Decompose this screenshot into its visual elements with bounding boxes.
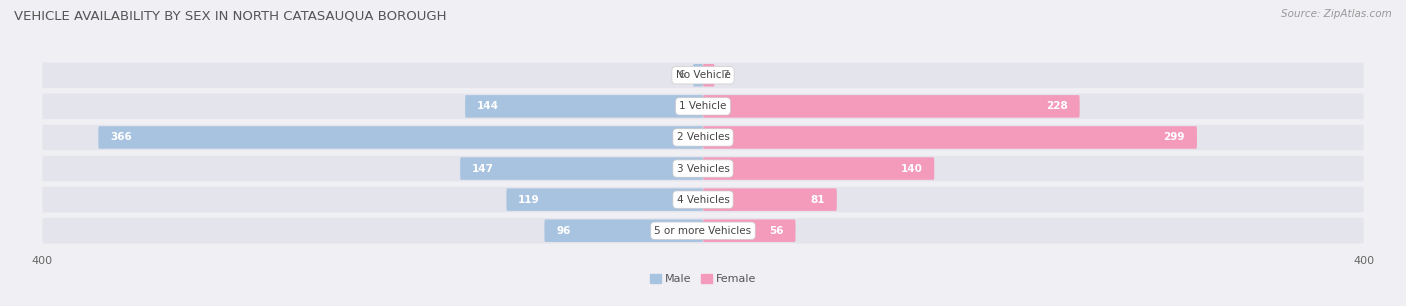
- FancyBboxPatch shape: [98, 126, 703, 149]
- FancyBboxPatch shape: [506, 188, 703, 211]
- Text: 144: 144: [477, 101, 499, 111]
- Text: 7: 7: [723, 70, 730, 80]
- Text: 119: 119: [519, 195, 540, 205]
- Text: 6: 6: [679, 70, 685, 80]
- Text: 2 Vehicles: 2 Vehicles: [676, 132, 730, 143]
- FancyBboxPatch shape: [465, 95, 703, 118]
- Text: 81: 81: [810, 195, 825, 205]
- Text: 1 Vehicle: 1 Vehicle: [679, 101, 727, 111]
- FancyBboxPatch shape: [703, 126, 1197, 149]
- FancyBboxPatch shape: [42, 62, 1364, 88]
- FancyBboxPatch shape: [42, 156, 1364, 181]
- Text: 3 Vehicles: 3 Vehicles: [676, 163, 730, 174]
- Text: 5 or more Vehicles: 5 or more Vehicles: [654, 226, 752, 236]
- FancyBboxPatch shape: [703, 188, 837, 211]
- Text: 366: 366: [110, 132, 132, 143]
- Legend: Male, Female: Male, Female: [645, 269, 761, 289]
- Text: 228: 228: [1046, 101, 1067, 111]
- FancyBboxPatch shape: [703, 157, 935, 180]
- Text: No Vehicle: No Vehicle: [675, 70, 731, 80]
- Text: Source: ZipAtlas.com: Source: ZipAtlas.com: [1281, 9, 1392, 19]
- FancyBboxPatch shape: [42, 187, 1364, 212]
- FancyBboxPatch shape: [42, 125, 1364, 150]
- Text: 147: 147: [472, 163, 494, 174]
- FancyBboxPatch shape: [460, 157, 703, 180]
- FancyBboxPatch shape: [703, 64, 714, 87]
- FancyBboxPatch shape: [42, 218, 1364, 244]
- FancyBboxPatch shape: [693, 64, 703, 87]
- Text: 96: 96: [557, 226, 571, 236]
- Text: 4 Vehicles: 4 Vehicles: [676, 195, 730, 205]
- FancyBboxPatch shape: [544, 219, 703, 242]
- Text: 56: 56: [769, 226, 783, 236]
- FancyBboxPatch shape: [703, 219, 796, 242]
- FancyBboxPatch shape: [42, 94, 1364, 119]
- Text: VEHICLE AVAILABILITY BY SEX IN NORTH CATASAUQUA BOROUGH: VEHICLE AVAILABILITY BY SEX IN NORTH CAT…: [14, 9, 447, 22]
- Text: 299: 299: [1164, 132, 1185, 143]
- FancyBboxPatch shape: [703, 95, 1080, 118]
- Text: 140: 140: [900, 163, 922, 174]
